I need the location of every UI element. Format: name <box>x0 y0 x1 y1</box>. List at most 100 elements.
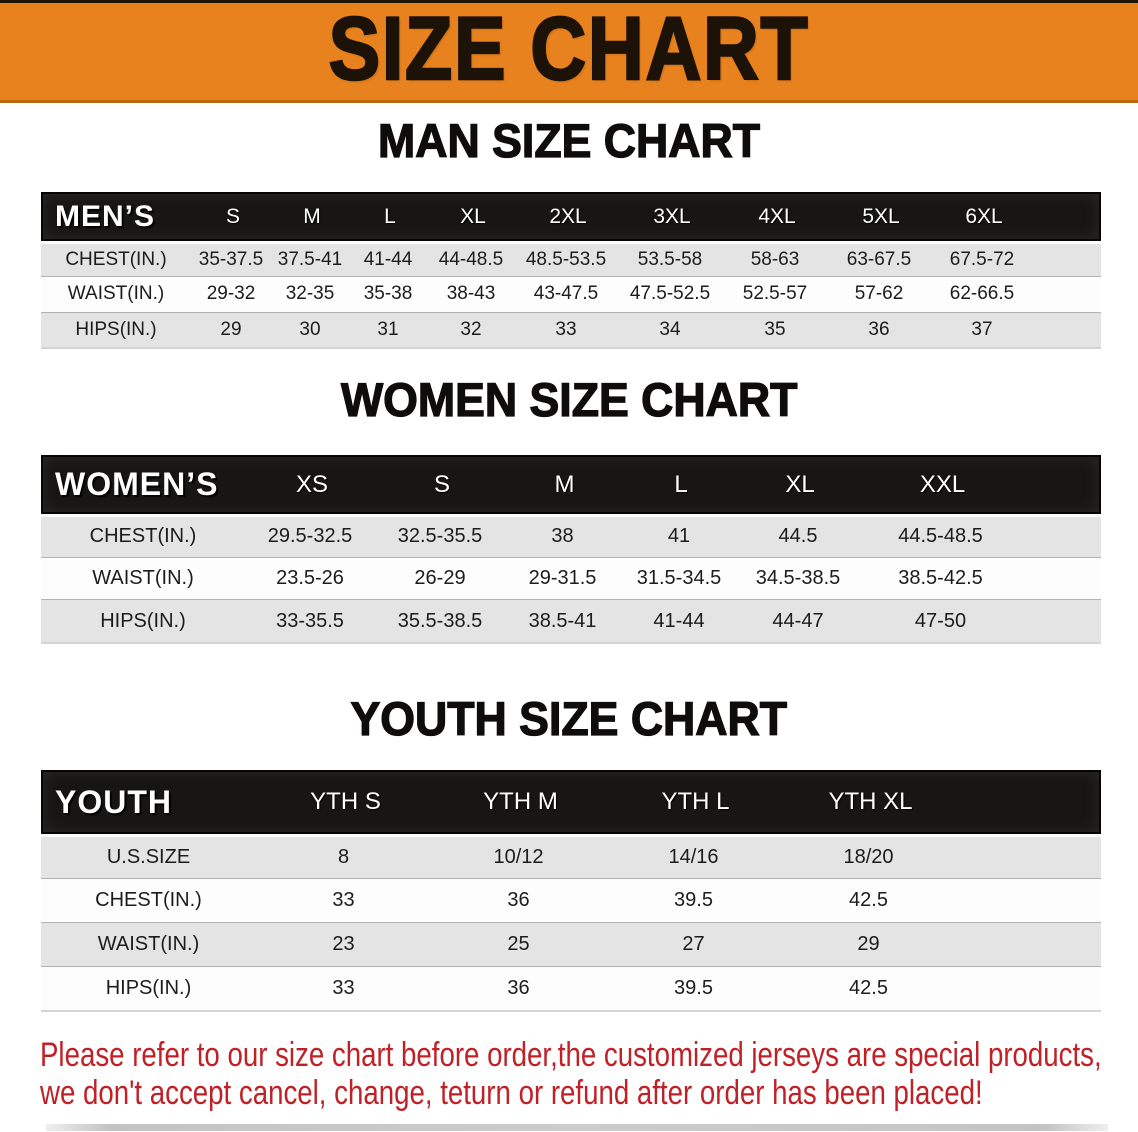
table-cell: 52.5-57 <box>742 283 808 305</box>
table-cell: 39.5 <box>674 977 713 999</box>
column-header-yth-l: YTH L <box>661 788 730 815</box>
column-header-xxl: XXL <box>919 470 966 498</box>
column-header-s: S <box>225 204 240 228</box>
table-cell: 38 <box>551 525 574 548</box>
table-cell: 58-63 <box>750 249 800 271</box>
table-cell: 29 <box>220 318 242 340</box>
table-cell: 63-67.5 <box>846 249 912 271</box>
footer-note-line-2: we don't accept cancel, change, teturn o… <box>40 1074 983 1112</box>
table-row: U.S.SIZE 8 10/12 14/16 18/20 <box>41 834 1101 878</box>
table-cell: 35-37.5 <box>198 249 264 271</box>
table-cell: 41-44 <box>653 609 705 632</box>
row-label-waist: WAIST(IN.) <box>92 567 194 590</box>
row-label-chest: CHEST(IN.) <box>65 249 167 271</box>
row-label-hips: HIPS(IN.) <box>75 318 157 340</box>
column-header-yth-m: YTH M <box>483 788 558 815</box>
table-row: HIPS(IN.) 29 30 31 32 33 34 35 36 37 <box>41 311 1101 347</box>
column-header-2xl: 2XL <box>549 204 587 228</box>
column-header-xl: XL <box>785 470 815 498</box>
table-cell: 29-32 <box>206 283 256 305</box>
youth-size-table: YOUTH YTH S YTH M YTH L YTH XL U.S.SIZE … <box>41 770 1101 1012</box>
men-section-heading: MAN SIZE CHART <box>377 114 760 167</box>
table-cell: 47-50 <box>914 609 967 632</box>
page-title: SIZE CHART <box>327 0 810 98</box>
column-header-s: S <box>433 470 450 498</box>
table-cell: 44.5 <box>778 525 818 548</box>
table-cell: 62-66.5 <box>949 283 1015 305</box>
top-border-strip <box>0 0 1138 3</box>
column-header-m: M <box>303 204 321 228</box>
table-row: WAIST(IN.) 23.5-26 26-29 29-31.5 31.5-34… <box>41 556 1101 600</box>
row-label-chest: CHEST(IN.) <box>95 889 202 911</box>
women-size-table: WOMEN’S XS S M L XL XXL CHEST(IN.) 29.5-… <box>41 455 1101 645</box>
table-cell: 23.5-26 <box>276 567 344 590</box>
women-section-heading: WOMEN SIZE CHART <box>340 373 798 426</box>
table-cell: 42.5 <box>849 977 888 999</box>
row-label-waist: WAIST(IN.) <box>67 283 165 305</box>
table-cell: 31.5-34.5 <box>636 567 722 590</box>
table-cell: 36 <box>507 977 530 999</box>
table-cell: 67.5-72 <box>949 249 1015 271</box>
table-cell: 48.5-53.5 <box>525 249 607 271</box>
footer-note-line-1: Please refer to our size chart before or… <box>40 1036 1102 1074</box>
table-cell: 33 <box>332 889 355 911</box>
table-row: WAIST(IN.) 23 25 27 29 <box>41 922 1101 966</box>
table-row: CHEST(IN.) 33 36 39.5 42.5 <box>41 878 1101 922</box>
table-cell: 10/12 <box>493 846 544 868</box>
table-cell: 36 <box>507 889 530 911</box>
table-cell: 32-35 <box>285 283 335 305</box>
column-header-xs: XS <box>295 470 328 498</box>
table-cell: 38.5-42.5 <box>898 567 983 590</box>
table-row: HIPS(IN.) 33 36 39.5 42.5 <box>41 966 1101 1010</box>
table-cell: 18/20 <box>843 846 894 868</box>
table-cell: 38-43 <box>446 283 496 305</box>
women-table-header: WOMEN’S XS S M L XL XXL <box>41 455 1101 514</box>
table-cell: 33 <box>555 318 577 340</box>
table-cell: 32 <box>460 318 482 340</box>
table-cell: 27 <box>682 933 705 955</box>
row-label-waist: WAIST(IN.) <box>97 933 200 955</box>
table-cell: 44-47 <box>772 609 824 632</box>
column-header-yth-xl: YTH XL <box>828 788 913 815</box>
table-cell: 29-31.5 <box>528 567 597 590</box>
table-cell: 43-47.5 <box>533 283 599 305</box>
column-header-l: L <box>384 204 396 228</box>
table-cell: 38.5-41 <box>528 609 597 632</box>
column-header-4xl: 4XL <box>758 204 796 228</box>
table-cell: 35.5-38.5 <box>397 609 483 632</box>
column-header-m: M <box>554 470 575 498</box>
row-label-ussize: U.S.SIZE <box>106 846 191 868</box>
column-header-5xl: 5XL <box>862 204 900 228</box>
table-cell: 34.5-38.5 <box>755 567 841 590</box>
column-header-3xl: 3XL <box>653 204 691 228</box>
table-cell: 31 <box>377 318 399 340</box>
table-cell: 42.5 <box>849 889 888 911</box>
table-cell: 41-44 <box>363 249 413 271</box>
table-cell: 57-62 <box>854 283 904 305</box>
column-header-yth-s: YTH S <box>310 788 381 815</box>
men-table-header: MEN’S S M L XL 2XL 3XL 4XL 5XL 6XL <box>41 192 1101 241</box>
table-cell: 44.5-48.5 <box>898 525 983 548</box>
table-row: HIPS(IN.) 33-35.5 35.5-38.5 38.5-41 41-4… <box>41 599 1101 643</box>
bottom-border-strip <box>46 1124 1108 1131</box>
footer-note: Please refer to our size chart before or… <box>40 1036 1120 1112</box>
table-cell: 29.5-32.5 <box>267 525 353 548</box>
column-header-xl: XL <box>460 204 486 228</box>
table-row: CHEST(IN.) 29.5-32.5 32.5-35.5 38 41 44.… <box>41 514 1101 557</box>
table-corner-label: MEN’S <box>55 199 156 233</box>
table-cell: 25 <box>507 933 530 955</box>
table-cell: 37.5-41 <box>277 249 343 271</box>
youth-table-header: YOUTH YTH S YTH M YTH L YTH XL <box>41 770 1101 834</box>
table-cell: 34 <box>659 318 681 340</box>
table-cell: 29 <box>857 933 880 955</box>
table-row: WAIST(IN.) 29-32 32-35 35-38 38-43 43-47… <box>41 276 1101 312</box>
table-cell: 35-38 <box>363 283 413 305</box>
table-cell: 53.5-58 <box>637 249 703 271</box>
table-cell: 14/16 <box>668 846 719 868</box>
men-size-table: MEN’S S M L XL 2XL 3XL 4XL 5XL 6XL CHEST… <box>41 192 1101 349</box>
table-cell: 36 <box>868 318 890 340</box>
table-cell: 39.5 <box>674 889 713 911</box>
table-corner-label: WOMEN’S <box>55 466 219 502</box>
row-label-hips: HIPS(IN.) <box>105 977 192 999</box>
